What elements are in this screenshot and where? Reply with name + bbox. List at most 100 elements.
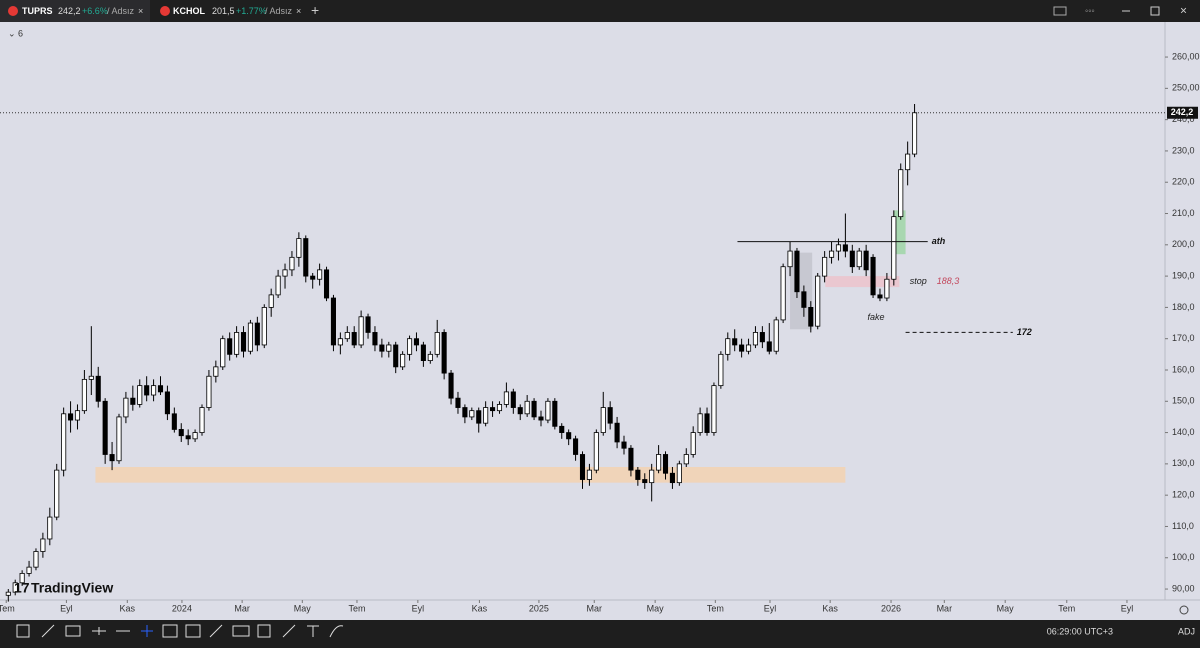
candle-body xyxy=(718,353,724,387)
candle-body xyxy=(234,332,240,355)
candle-body xyxy=(690,432,696,455)
y-tick-label: 240,0 xyxy=(1172,114,1195,124)
candle-body xyxy=(61,413,67,471)
tool-select[interactable] xyxy=(16,624,30,638)
candle-body xyxy=(386,344,392,352)
tool-note[interactable] xyxy=(257,624,271,638)
y-tick-label: 160,0 xyxy=(1172,364,1195,374)
x-tick-label: Eyl xyxy=(1121,603,1134,613)
candle-body xyxy=(178,429,184,437)
settings-button[interactable] xyxy=(1179,605,1189,615)
candle-body xyxy=(642,479,648,484)
candle-body xyxy=(220,338,226,368)
x-tick-label: May xyxy=(997,603,1015,613)
tool-hline[interactable] xyxy=(92,627,106,635)
candle-body xyxy=(455,397,461,408)
candle-body xyxy=(109,454,115,462)
candle-body xyxy=(676,463,682,484)
menu-button[interactable]: ◦◦◦ xyxy=(1085,5,1095,15)
tab-layout: / Adsız xyxy=(265,6,293,16)
candle-body xyxy=(496,404,503,412)
candle-body xyxy=(593,432,599,471)
candle-body xyxy=(490,407,496,412)
maximize[interactable] xyxy=(1150,6,1160,16)
tool-measure[interactable] xyxy=(232,625,250,637)
tool-brush[interactable] xyxy=(209,624,223,638)
candle-body xyxy=(905,153,911,171)
tool-trend[interactable] xyxy=(41,624,55,638)
tool-rect[interactable] xyxy=(65,625,81,637)
tool-cross[interactable] xyxy=(141,625,153,637)
tab[interactable] xyxy=(0,0,150,22)
candle-body xyxy=(240,332,247,352)
candle-body xyxy=(794,250,800,293)
x-tick-label: Eyl xyxy=(60,603,73,613)
tool-shape[interactable] xyxy=(282,624,296,638)
candle-body xyxy=(891,216,897,280)
candle-body xyxy=(849,250,855,268)
close-window[interactable]: × xyxy=(1180,4,1187,18)
candle-body xyxy=(407,338,413,355)
candle-body xyxy=(282,269,288,277)
new-tab[interactable]: + xyxy=(311,2,319,18)
tool-curve[interactable] xyxy=(329,625,344,638)
interval-toggle[interactable]: ⌄ xyxy=(8,28,16,38)
candle-body xyxy=(192,432,198,440)
tab-icon xyxy=(160,6,170,16)
candle-body xyxy=(74,410,81,421)
candle-body xyxy=(227,338,233,355)
stop-label: stop xyxy=(910,276,927,286)
candle-body xyxy=(766,341,772,352)
tool-fib[interactable] xyxy=(162,624,178,638)
candle-body xyxy=(697,413,703,433)
candle-body xyxy=(344,332,350,340)
candle-body xyxy=(393,344,399,368)
x-tick-label: 2025 xyxy=(529,603,549,613)
adjust-mode[interactable]: ADJ xyxy=(1178,626,1195,636)
brand: TradingView xyxy=(31,580,113,596)
candle-body xyxy=(330,297,336,346)
candle-body xyxy=(780,266,786,321)
candle-body xyxy=(54,469,60,518)
y-tick-label: 200,0 xyxy=(1172,239,1195,249)
candle-body xyxy=(683,454,689,465)
x-tick-label: Tem xyxy=(1058,603,1075,613)
candle-body xyxy=(759,332,765,343)
x-tick-label: Tem xyxy=(707,603,724,613)
candle-body xyxy=(815,275,821,327)
candle-body xyxy=(323,269,330,299)
candle-body xyxy=(123,397,129,418)
candle-body xyxy=(268,294,274,308)
y-tick-label: 180,0 xyxy=(1172,302,1195,312)
tool-pattern[interactable] xyxy=(185,624,201,638)
candle-body xyxy=(185,435,191,440)
tab-close[interactable]: × xyxy=(138,6,143,16)
candle-body xyxy=(68,413,74,421)
layout-button[interactable] xyxy=(1053,6,1067,16)
x-tick-label: Tem xyxy=(0,603,15,613)
candle-body xyxy=(434,332,440,355)
x-tick-label: Mar xyxy=(937,603,953,613)
x-tick-label: Eyl xyxy=(764,603,777,613)
x-tick-label: Kas xyxy=(822,603,838,613)
tool-text[interactable] xyxy=(307,625,319,637)
tab-price: 242,2 xyxy=(58,6,81,16)
tab-close[interactable]: × xyxy=(296,6,301,16)
tab-price: 201,5 xyxy=(212,6,235,16)
candle-body xyxy=(856,250,862,268)
candle-body xyxy=(33,551,39,568)
candle-body xyxy=(88,375,94,380)
candle-body xyxy=(808,307,814,327)
interval[interactable]: 6 xyxy=(18,28,23,38)
candle-body xyxy=(822,256,828,277)
candle-body xyxy=(95,375,101,402)
level-label: ath xyxy=(932,236,946,246)
candle-body xyxy=(19,573,25,584)
candle-body xyxy=(579,454,586,480)
candle-body xyxy=(483,407,489,424)
candle-body xyxy=(303,238,309,277)
candle-body xyxy=(745,344,752,352)
candle-body xyxy=(621,441,627,449)
x-tick-label: Kas xyxy=(472,603,488,613)
candle-body xyxy=(379,344,385,352)
